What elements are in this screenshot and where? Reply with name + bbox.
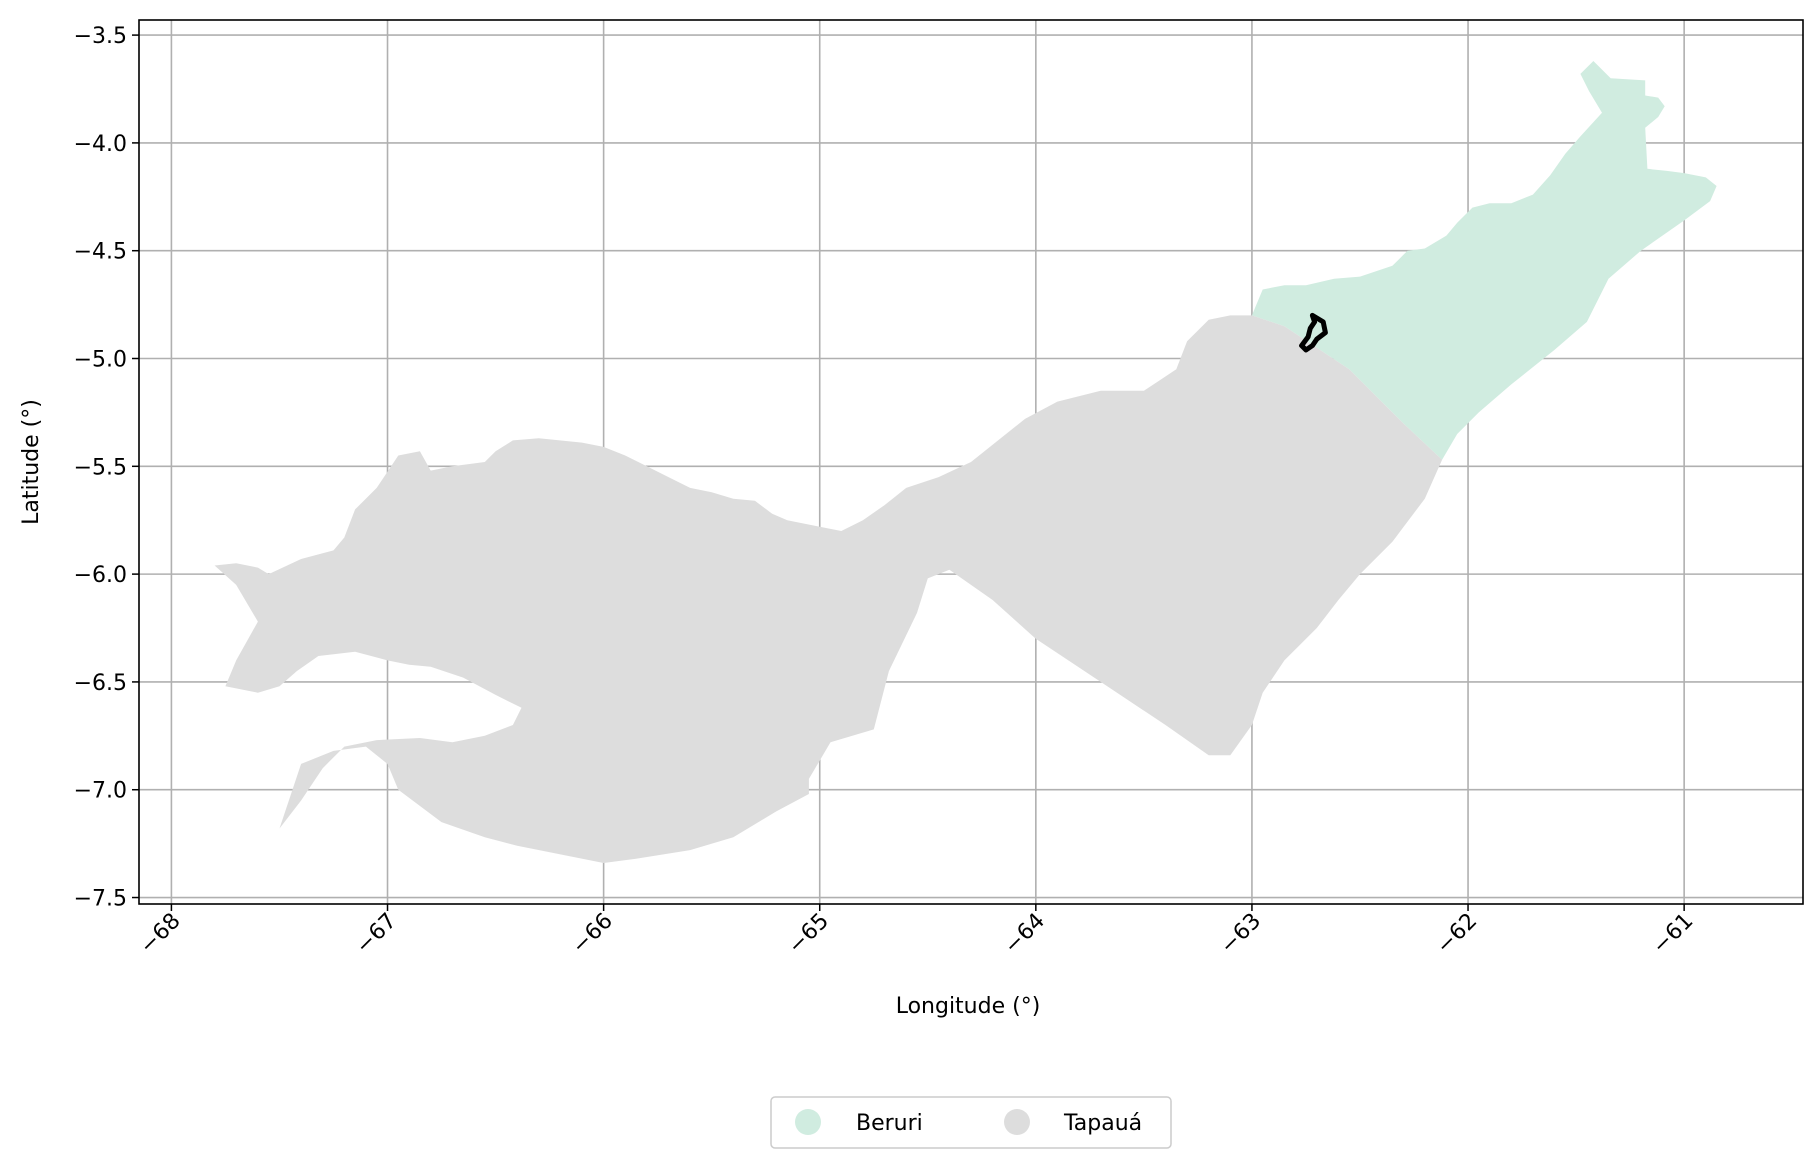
map-regions [214, 61, 1717, 863]
legend: Beruri Tapauá [770, 1096, 1172, 1149]
legend-swatch-tapaua [1004, 1109, 1030, 1135]
y-tick-label: −5.0 [74, 348, 127, 373]
y-tick-label: −3.5 [74, 24, 127, 49]
region-beruri [1251, 61, 1717, 460]
plot-area [138, 19, 1804, 905]
legend-frame [770, 1096, 1172, 1149]
y-tick-label: −4.5 [74, 240, 127, 265]
y-tick-label: −5.5 [74, 455, 127, 480]
highlighted-locality-outline [1299, 312, 1328, 353]
x-axis-label: Longitude (°) [896, 994, 1041, 1019]
y-tick-label: −6.5 [74, 671, 127, 696]
legend-label-beruri: Beruri [856, 1111, 923, 1136]
y-axis: −3.5 −4.0 −4.5 −5.0 −5.5 −6.0 −6.5 −7.0 −7.5 [74, 24, 139, 912]
region-tapaua [214, 315, 1443, 863]
y-tick-label: −6.0 [74, 563, 127, 588]
axes-frame [138, 19, 1804, 905]
legend-label-tapaua: Tapauá [1063, 1111, 1142, 1136]
legend-swatch-beruri [795, 1109, 821, 1135]
y-tick-label: −7.0 [74, 779, 127, 804]
y-tick-label: −4.0 [74, 132, 127, 157]
y-tick-label: −7.5 [74, 887, 127, 912]
y-axis-label: Latitude (°) [19, 399, 44, 525]
